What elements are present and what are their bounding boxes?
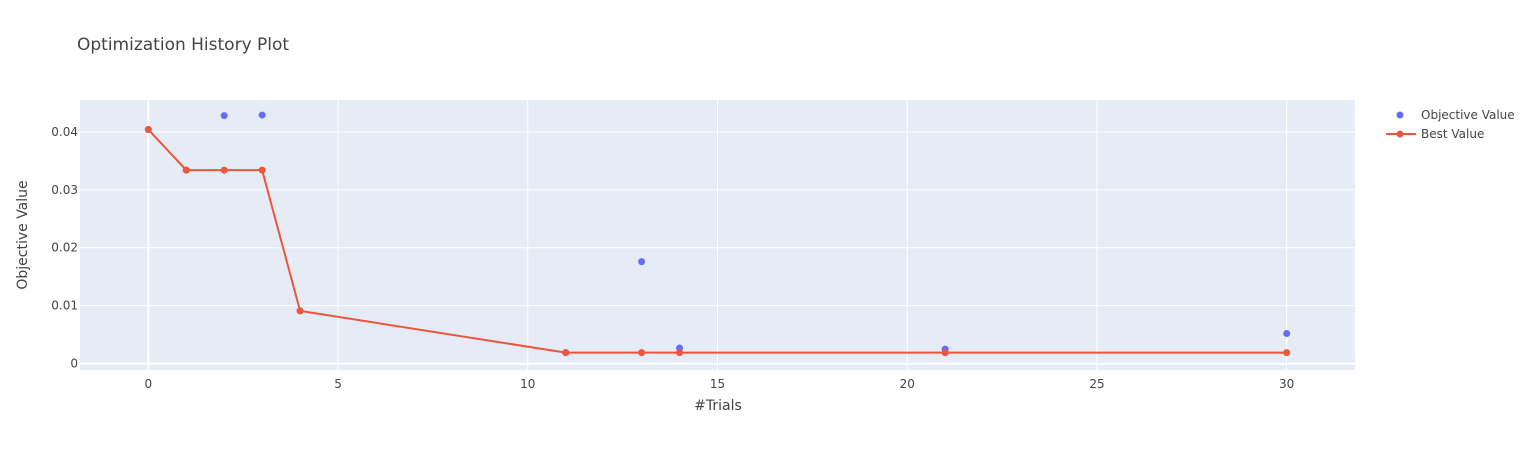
x-tick-label: 0 <box>144 377 152 391</box>
best-value-point <box>676 349 683 356</box>
legend-item[interactable]: Best Value <box>1386 127 1484 141</box>
best-value-point <box>145 126 152 133</box>
objective-point <box>1283 330 1290 337</box>
y-axis-ticks: 0 0.01 0.02 0.03 0.04 <box>51 125 78 371</box>
objective-point <box>221 112 228 119</box>
y-tick-label: 0 <box>70 357 78 371</box>
x-tick-label: 15 <box>710 377 725 391</box>
legend-item[interactable]: Objective Value <box>1397 108 1515 122</box>
x-tick-label: 20 <box>900 377 915 391</box>
legend-label: Best Value <box>1421 127 1484 141</box>
legend-marker-swatch <box>1397 131 1404 138</box>
legend-label: Objective Value <box>1421 108 1515 122</box>
y-tick-label: 0.04 <box>51 125 78 139</box>
x-axis-title: #Trials <box>694 398 742 414</box>
legend[interactable]: Objective Value Best Value <box>1386 108 1515 141</box>
best-value-point <box>259 167 266 174</box>
legend-marker-swatch <box>1397 112 1404 119</box>
best-value-point <box>638 349 645 356</box>
best-value-point <box>297 307 304 314</box>
best-value-point <box>183 167 190 174</box>
chart-title: Optimization History Plot <box>77 35 289 55</box>
best-value-point <box>1283 349 1290 356</box>
objective-point <box>638 258 645 265</box>
objective-point <box>259 112 266 119</box>
y-axis-title: Objective Value <box>15 180 31 289</box>
x-tick-label: 5 <box>334 377 342 391</box>
best-value-point <box>942 349 949 356</box>
x-axis-ticks: 0 5 10 15 20 25 30 <box>144 377 1294 391</box>
y-tick-label: 0.02 <box>51 241 78 255</box>
best-value-point <box>221 167 228 174</box>
x-tick-label: 10 <box>520 377 535 391</box>
x-tick-label: 30 <box>1279 377 1294 391</box>
best-value-point <box>562 349 569 356</box>
y-tick-label: 0.01 <box>51 299 78 313</box>
x-tick-label: 25 <box>1089 377 1104 391</box>
y-tick-label: 0.03 <box>51 183 78 197</box>
